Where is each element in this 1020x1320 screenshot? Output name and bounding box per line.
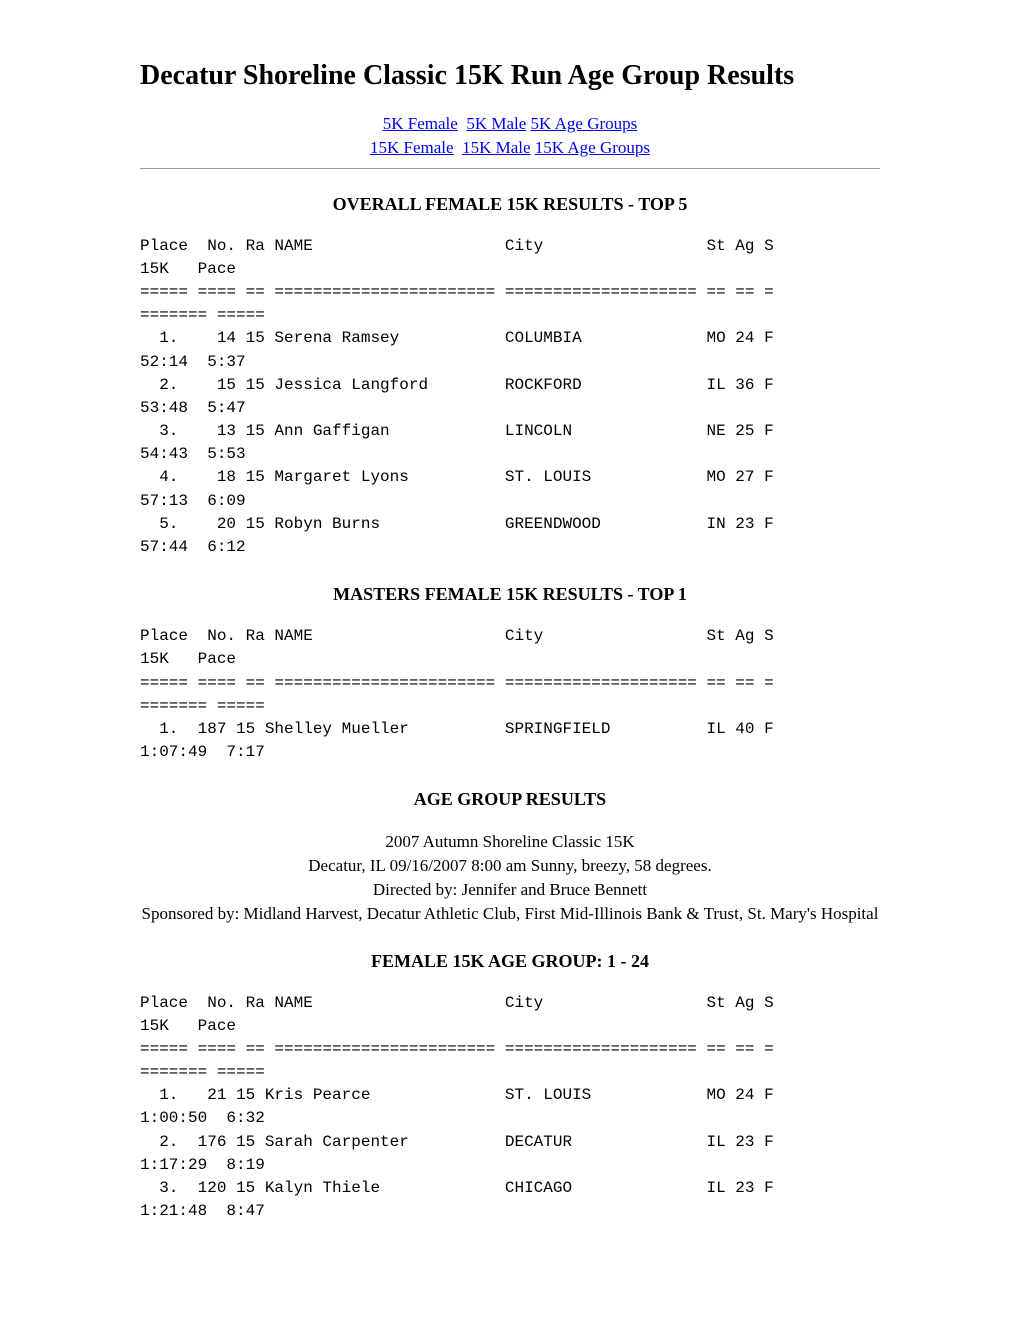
section-heading-overall-female: OVERALL FEMALE 15K RESULTS - TOP 5 [140, 194, 880, 215]
event-info-line1: 2007 Autumn Shoreline Classic 15K [385, 832, 634, 851]
event-info: 2007 Autumn Shoreline Classic 15K Decatu… [140, 830, 880, 925]
results-masters-female: Place No. Ra NAME City St Ag S 15K Pace … [140, 625, 880, 764]
section-heading-female-1-24: FEMALE 15K AGE GROUP: 1 - 24 [140, 951, 880, 972]
link-15k-male[interactable]: 15K Male [462, 138, 530, 157]
page-title: Decatur Shoreline Classic 15K Run Age Gr… [140, 60, 880, 92]
event-info-line4: Sponsored by: Midland Harvest, Decatur A… [142, 904, 879, 923]
link-5k-age-groups[interactable]: 5K Age Groups [531, 114, 638, 133]
event-info-line2: Decatur, IL 09/16/2007 8:00 am Sunny, br… [308, 856, 711, 875]
divider [140, 168, 880, 169]
section-heading-age-group: AGE GROUP RESULTS [140, 789, 880, 810]
nav-links: 5K Female 5K Male 5K Age Groups 15K Fema… [140, 112, 880, 160]
link-5k-male[interactable]: 5K Male [466, 114, 526, 133]
section-heading-masters-female: MASTERS FEMALE 15K RESULTS - TOP 1 [140, 584, 880, 605]
event-info-line3: Directed by: Jennifer and Bruce Bennett [373, 880, 647, 899]
results-female-1-24: Place No. Ra NAME City St Ag S 15K Pace … [140, 992, 880, 1224]
link-15k-female[interactable]: 15K Female [370, 138, 454, 157]
link-15k-age-groups[interactable]: 15K Age Groups [535, 138, 650, 157]
results-overall-female: Place No. Ra NAME City St Ag S 15K Pace … [140, 235, 880, 560]
link-5k-female[interactable]: 5K Female [383, 114, 458, 133]
